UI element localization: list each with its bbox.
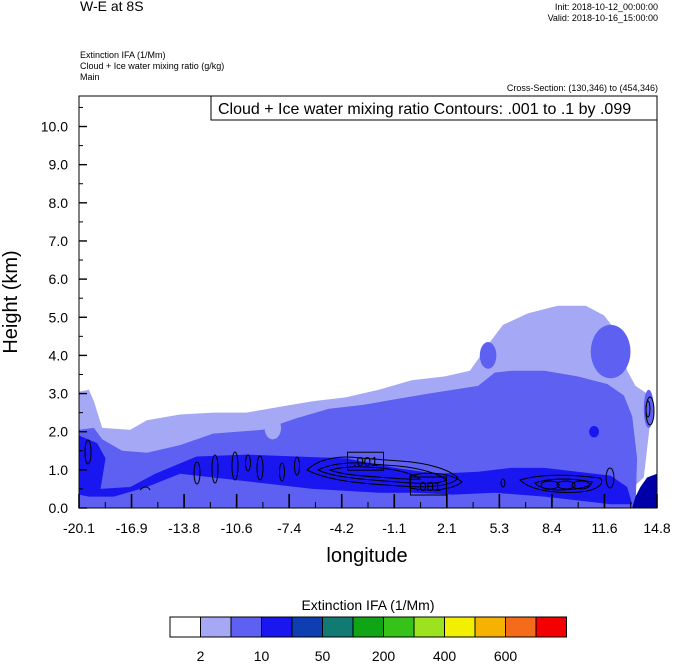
x-tick-label: -13.8 [168,520,200,536]
valid-time: Valid: 2018-10-16_15:00:00 [547,13,658,23]
colorbar-label: 10 [254,648,270,664]
y-tick-label: 8.0 [49,195,69,211]
contour-label-box [347,451,385,471]
colorbar-title: Extinction IFA (1/Mm) [301,597,434,613]
y-tick-label: 5.0 [49,309,69,325]
y-tick-label: 4.0 [49,347,69,363]
field-name-main: Main [80,72,100,82]
x-tick-label: -4.2 [330,520,354,536]
y-tick-label: 3.0 [49,386,69,402]
colorbar-box [505,616,537,638]
x-axis-label: longitude [326,545,407,567]
x-tick-label: -20.1 [63,520,95,536]
colorbar-label: 2 [197,648,205,664]
colorbar-box [200,616,232,638]
colorbar: 2 10 50 200 400 600 [169,616,567,664]
colorbar-box [352,616,384,638]
axes: -20.1 -16.9 -13.8 -10.6 -7.4 -4.2 -1.1 2.1 5.3 8.… [41,106,671,536]
contour-info-box: Cloud + Ice water mixing ratio Contours:… [210,95,658,121]
colorbar-box [169,616,201,638]
y-tick-label: 9.0 [49,157,69,173]
shaded-regions [79,305,657,508]
colorbar-box [230,616,262,638]
colorbar-box [474,616,506,638]
x-tick-label: -16.9 [116,520,148,536]
y-tick-label: 6.0 [49,271,69,287]
contour-info-text: Cloud + Ice water mixing ratio Contours:… [218,101,631,118]
x-tick-label: 14.8 [643,520,670,536]
x-tick-label: 2.1 [437,520,457,536]
x-tick-label: -1.1 [382,520,406,536]
contour-label-box [409,476,447,496]
colorbar-box [291,616,323,638]
y-tick-label: 10.0 [41,119,68,135]
colorbar-label: 400 [433,648,457,664]
colorbar-box [535,616,567,638]
shaded-blob-3 [589,425,600,438]
x-tick-label: -7.4 [277,520,301,536]
x-tick-label: 5.3 [490,520,510,536]
colorbar-label: 600 [494,648,518,664]
colorbar-box [444,616,476,638]
y-tick-label: 2.0 [49,424,69,440]
contour-label: .001 [353,454,378,469]
field-name-extinction: Extinction IFA (1/Mm) [80,50,166,60]
contour-labels: .001 .001 [347,451,447,496]
colorbar-label: 50 [315,648,331,664]
shaded-blob-1 [590,324,631,379]
field-name-mixing-ratio: Cloud + Ice water mixing ratio (g/kg) [80,61,225,71]
colorbar-box [383,616,415,638]
y-tick-label: 1.0 [49,462,69,478]
y-tick-label: 0.0 [49,500,69,516]
colorbar-box [261,616,293,638]
contour-lines [84,396,655,493]
y-axis-label: Height (km) [0,250,22,353]
colorbar-box [322,616,354,638]
y-tick-label: 7.0 [49,233,69,249]
x-tick-label: 8.4 [542,520,562,536]
shaded-region-4 [632,473,657,508]
plot-title: W-E at 8S [80,0,144,14]
x-tick-label: 11.6 [591,520,617,536]
shaded-blob-2 [479,342,497,369]
colorbar-box [413,616,445,638]
colorbar-label: 200 [372,648,396,664]
x-tick-label: -10.6 [221,520,253,536]
init-time: Init: 2018-10-12_00:00:00 [554,2,658,12]
cross-section-label: Cross-Section: (130,346) to (454,346) [506,83,658,93]
shaded-blob-0 [264,416,282,440]
shaded-blob-5 [79,397,83,405]
contour-label: .001 [416,479,441,494]
